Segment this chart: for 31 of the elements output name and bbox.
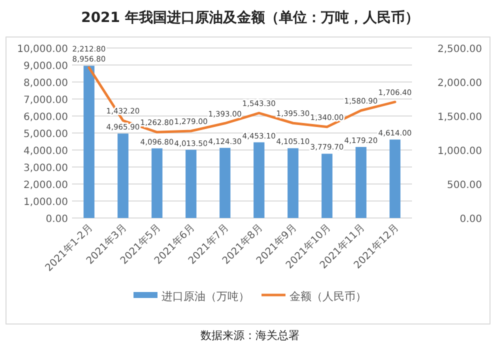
bar xyxy=(288,148,298,218)
bar xyxy=(186,150,196,218)
y-tick-label: 4,000.00 xyxy=(23,146,68,157)
y2-tick-label: 1,500.00 xyxy=(437,112,482,123)
bar xyxy=(254,142,264,218)
y2-tick-label: 500.00 xyxy=(447,180,482,191)
y2-tick-label: 2,500.00 xyxy=(437,44,482,55)
y-tick-label: 1,000.00 xyxy=(23,197,68,208)
y-tick-label: 0.00 xyxy=(46,214,68,225)
y2-tick-label: 0.00 xyxy=(460,214,482,225)
y-tick-label: 10,000.00 xyxy=(17,44,68,55)
y-tick-label: 7,000.00 xyxy=(23,95,68,106)
source-note: 数据来源：海关总署 xyxy=(200,329,300,342)
y-tick-label: 2,000.00 xyxy=(23,180,68,191)
bar xyxy=(84,66,94,218)
bar xyxy=(220,148,230,218)
y-tick-label: 5,000.00 xyxy=(23,129,68,140)
legend-label: 进口原油（万吨） xyxy=(162,290,250,303)
bar xyxy=(152,148,162,218)
y2-tick-label: 2,000.00 xyxy=(437,78,482,89)
bar xyxy=(390,140,400,218)
y2-tick-label: 1,000.00 xyxy=(437,146,482,157)
bar xyxy=(322,154,332,218)
y-tick-label: 8,000.00 xyxy=(23,78,68,89)
bar xyxy=(356,146,366,218)
chart-title: 2021 年我国进口原油及金额（单位：万吨，人民币） xyxy=(81,9,419,26)
legend-label: 金额（人民币） xyxy=(290,290,366,303)
bar xyxy=(118,134,128,218)
y-tick-label: 9,000.00 xyxy=(23,61,68,72)
y-tick-label: 3,000.00 xyxy=(23,163,68,174)
y-tick-label: 6,000.00 xyxy=(23,112,68,123)
